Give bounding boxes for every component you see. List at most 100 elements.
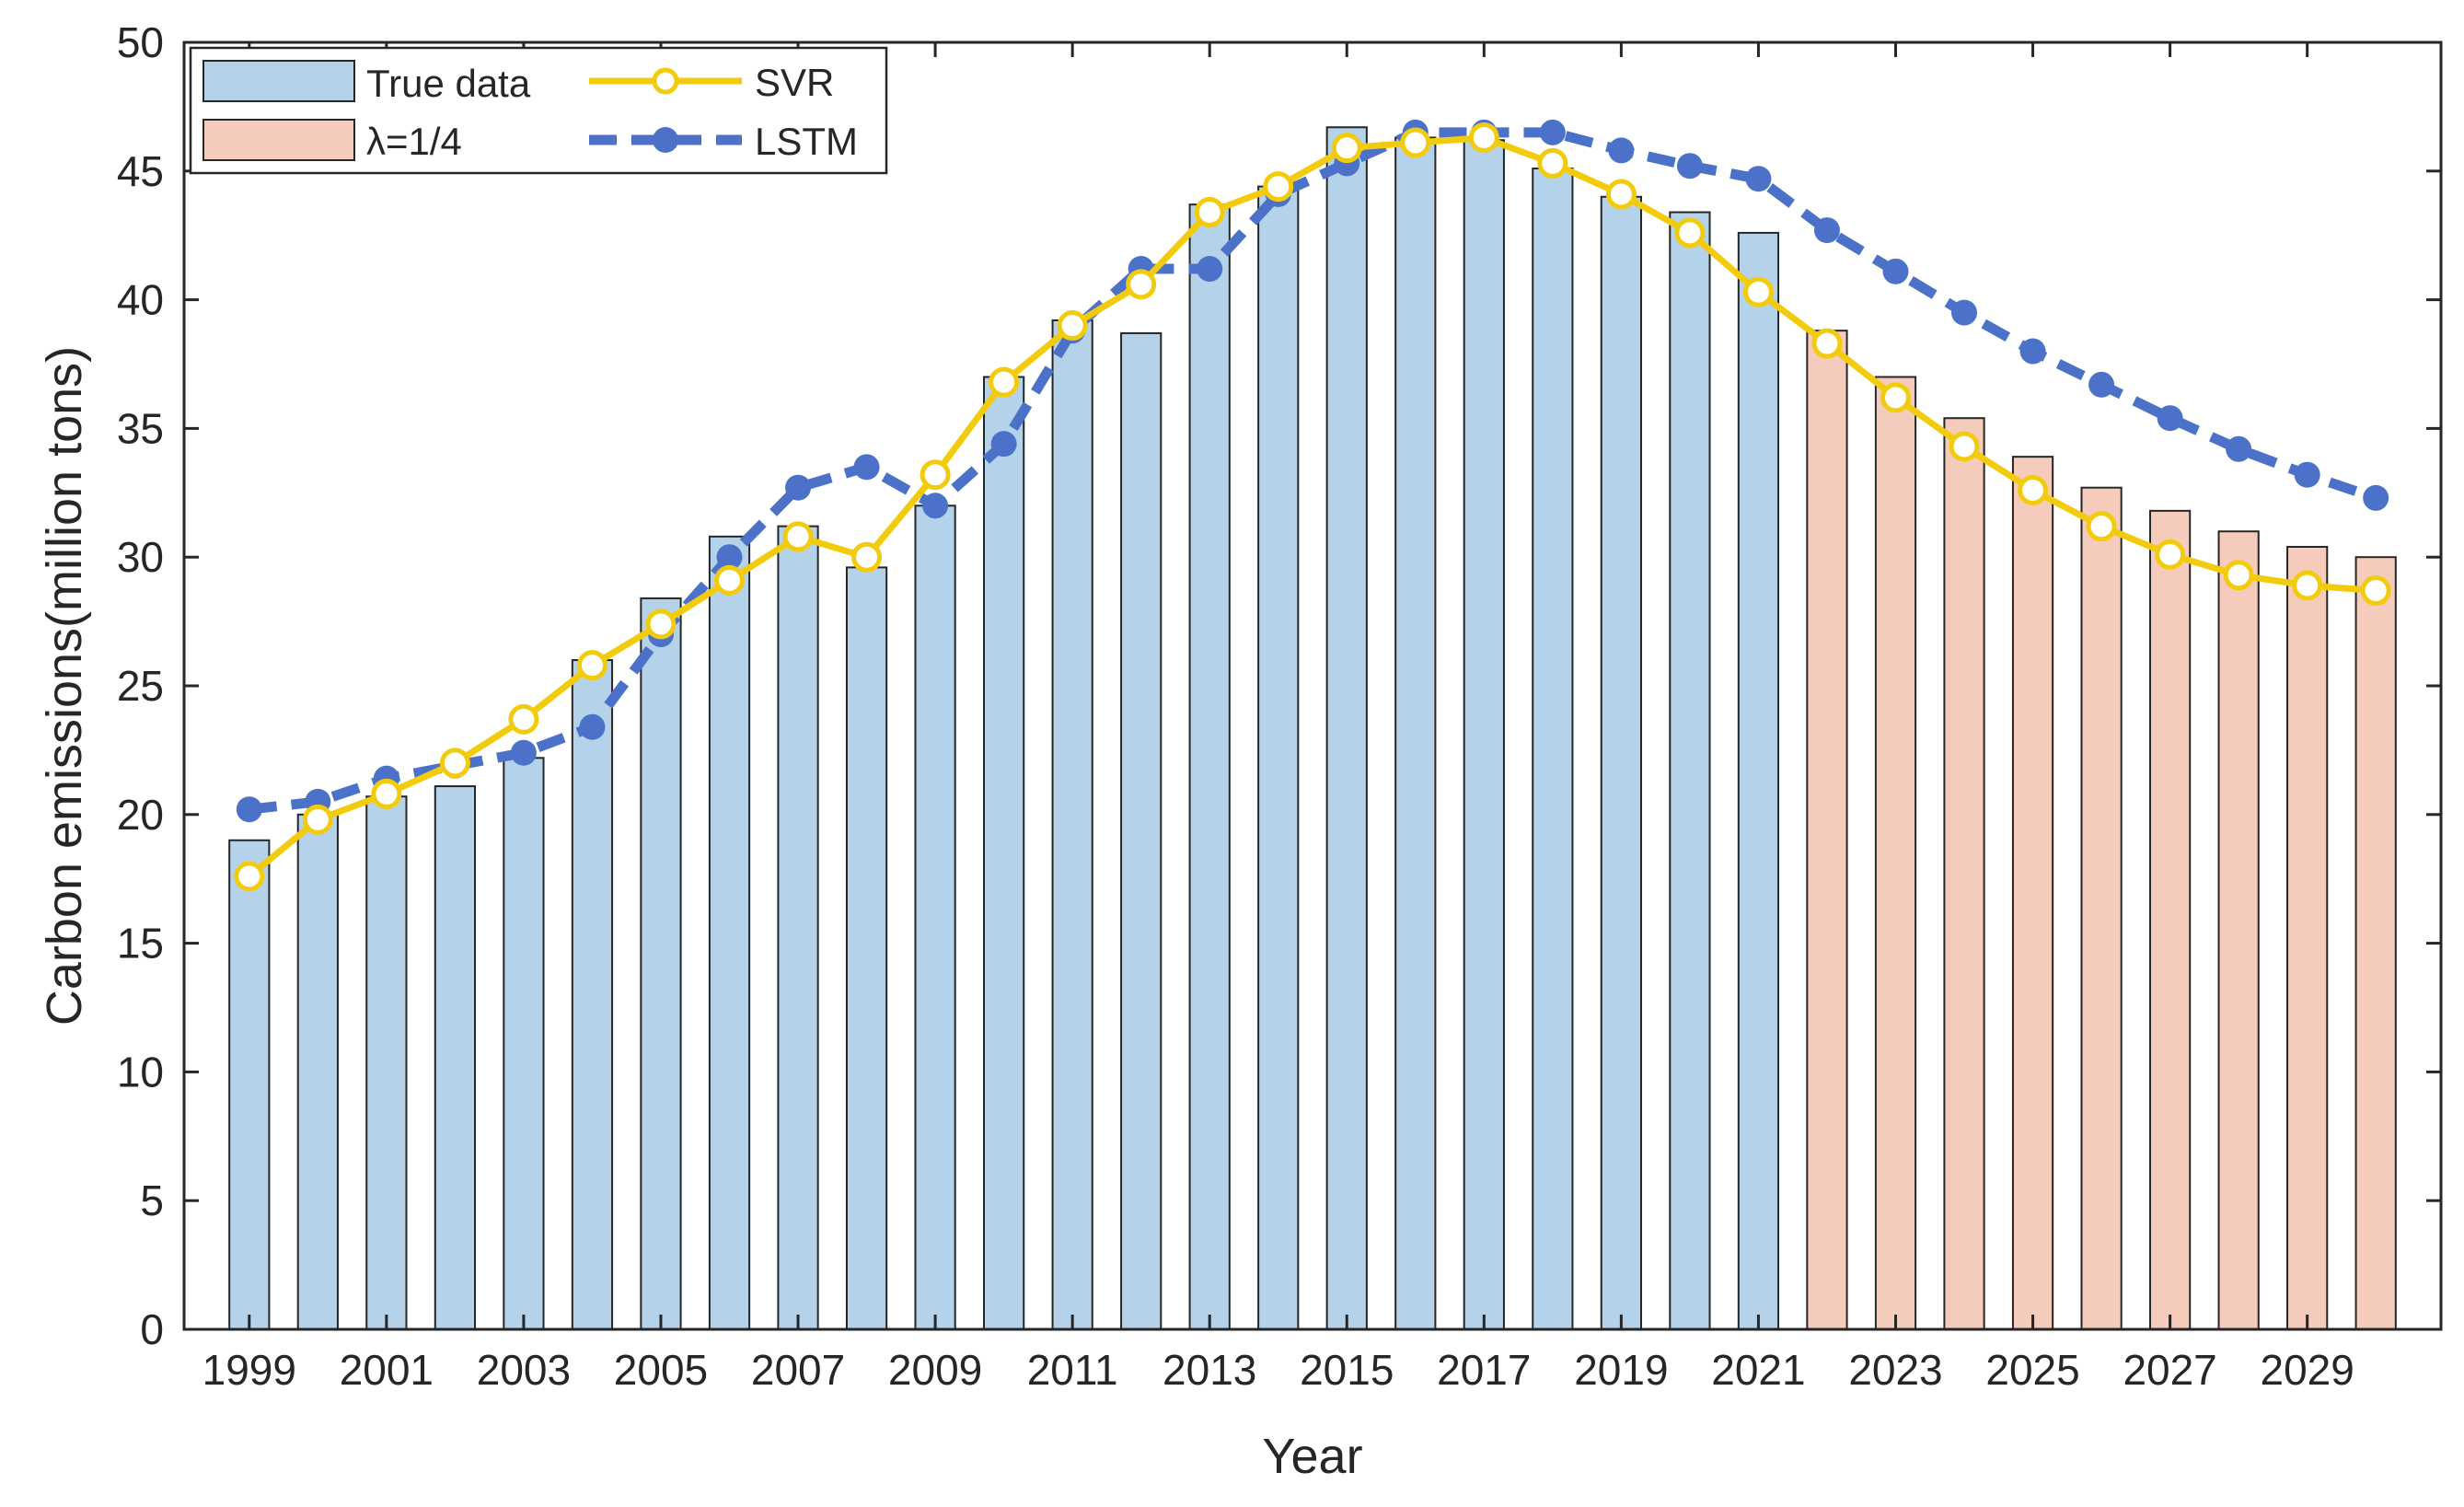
x-tick-label: 2015 bbox=[1300, 1346, 1394, 1394]
x-tick-label: 2021 bbox=[1711, 1346, 1805, 1394]
bar-true-data-2016 bbox=[1394, 136, 1437, 1330]
point-svr-2017 bbox=[1468, 122, 1499, 153]
point-svr-2012 bbox=[1126, 269, 1157, 300]
y-tick-label: 0 bbox=[140, 1305, 164, 1353]
point-lstm-1999 bbox=[236, 796, 262, 823]
bar-true-data-2012 bbox=[1120, 331, 1163, 1330]
point-svr-2019 bbox=[1605, 179, 1637, 210]
x-tick-label: 2001 bbox=[340, 1346, 434, 1394]
point-svr-2007 bbox=[782, 521, 814, 552]
x-tick-label: 2005 bbox=[614, 1346, 708, 1394]
y-tick-label: 40 bbox=[117, 276, 164, 324]
y-axis-label: Carbon emissions(million tons) bbox=[37, 346, 92, 1026]
x-tick-label: 2013 bbox=[1163, 1346, 1256, 1394]
x-tick-label: 2007 bbox=[751, 1346, 845, 1394]
point-lstm-2020 bbox=[1676, 153, 1703, 180]
y-tick-label: 10 bbox=[117, 1048, 164, 1095]
legend-swatch-lambda bbox=[202, 119, 355, 161]
bar-lambda-2027 bbox=[2148, 509, 2192, 1330]
bar-true-data-2004 bbox=[571, 659, 614, 1330]
point-lstm-2022 bbox=[1813, 217, 1840, 244]
point-svr-2011 bbox=[1057, 310, 1088, 342]
bar-lambda-2024 bbox=[1943, 417, 1985, 1330]
series-line-svr bbox=[246, 134, 2379, 880]
x-tick-label: 2003 bbox=[477, 1346, 571, 1394]
bar-true-data-2011 bbox=[1051, 319, 1093, 1330]
x-tick-label: 2029 bbox=[2260, 1346, 2354, 1394]
bar-lambda-2028 bbox=[2217, 530, 2260, 1330]
point-svr-2003 bbox=[508, 703, 539, 735]
point-lstm-2004 bbox=[579, 713, 606, 740]
point-lstm-2003 bbox=[510, 739, 537, 766]
bar-true-data-2015 bbox=[1325, 126, 1368, 1331]
bar-true-data-2005 bbox=[640, 597, 682, 1330]
legend-label-lstm: LSTM bbox=[755, 120, 858, 163]
point-lstm-2029 bbox=[2294, 461, 2320, 488]
point-svr-2029 bbox=[2292, 570, 2323, 601]
bar-lambda-2022 bbox=[1806, 330, 1848, 1331]
point-lstm-2018 bbox=[1539, 119, 1566, 145]
point-lstm-2019 bbox=[1608, 137, 1635, 164]
legend-swatch-true-data bbox=[202, 60, 355, 102]
point-svr-2024 bbox=[1949, 431, 1980, 462]
point-lstm-2025 bbox=[2019, 338, 2046, 365]
legend-marker-lstm bbox=[653, 127, 678, 153]
point-svr-2001 bbox=[371, 778, 402, 809]
point-lstm-2006 bbox=[716, 544, 743, 571]
point-svr-2013 bbox=[1194, 197, 1225, 228]
point-svr-2004 bbox=[576, 650, 607, 681]
point-svr-2008 bbox=[851, 541, 883, 573]
y-tick-label: 15 bbox=[117, 920, 164, 968]
x-tick-label: 2023 bbox=[1848, 1346, 1942, 1394]
bar-true-data-2008 bbox=[845, 566, 888, 1330]
y-tick-label: 20 bbox=[117, 791, 164, 839]
bar-true-data-2009 bbox=[914, 504, 956, 1330]
point-lstm-2008 bbox=[853, 454, 880, 481]
point-svr-1999 bbox=[234, 861, 265, 892]
bar-true-data-2006 bbox=[708, 535, 751, 1330]
point-lstm-2007 bbox=[785, 474, 812, 501]
point-lstm-2023 bbox=[1882, 258, 1909, 284]
point-svr-2025 bbox=[2018, 475, 2049, 506]
y-tick-label: 50 bbox=[117, 18, 164, 66]
x-tick-label: 2011 bbox=[1027, 1346, 1118, 1394]
y-tick-label: 5 bbox=[140, 1177, 164, 1224]
bar-lambda-2030 bbox=[2354, 556, 2397, 1330]
point-svr-2021 bbox=[1742, 276, 1774, 307]
bar-true-data-2003 bbox=[503, 757, 545, 1330]
point-svr-2002 bbox=[439, 748, 470, 779]
x-tick-label: 2019 bbox=[1574, 1346, 1668, 1394]
bar-true-data-2014 bbox=[1257, 185, 1300, 1330]
bar-true-data-2018 bbox=[1532, 168, 1574, 1330]
series-line-lstm bbox=[249, 127, 2377, 815]
point-svr-2009 bbox=[920, 459, 951, 491]
point-lstm-2024 bbox=[1951, 299, 1978, 326]
bar-true-data-2000 bbox=[296, 813, 339, 1330]
x-tick-label: 2009 bbox=[888, 1346, 982, 1394]
x-tick-label: 2027 bbox=[2123, 1346, 2216, 1394]
legend-label-true-data: True data bbox=[366, 62, 531, 105]
point-lstm-2028 bbox=[2226, 435, 2252, 462]
point-svr-2010 bbox=[989, 366, 1020, 398]
point-svr-2027 bbox=[2155, 539, 2186, 570]
point-svr-2005 bbox=[645, 609, 677, 640]
bar-true-data-2020 bbox=[1669, 211, 1711, 1330]
lines-layer bbox=[234, 119, 2391, 892]
bar-lambda-2025 bbox=[2011, 456, 2054, 1330]
legend-label-lambda: λ=1/4 bbox=[366, 120, 462, 163]
bar-true-data-2021 bbox=[1737, 231, 1780, 1330]
bar-true-data-2013 bbox=[1188, 203, 1231, 1331]
y-tick-label: 45 bbox=[117, 147, 164, 195]
bar-lambda-2023 bbox=[1874, 376, 1917, 1331]
point-lstm-2026 bbox=[2088, 371, 2115, 398]
bar-lambda-2026 bbox=[2080, 486, 2123, 1330]
bar-true-data-2002 bbox=[434, 785, 477, 1330]
x-tick-label: 2017 bbox=[1437, 1346, 1531, 1394]
legend: True data λ=1/4 SVR LSTM bbox=[189, 46, 888, 175]
point-svr-2028 bbox=[2223, 560, 2254, 591]
x-tick-label: 2025 bbox=[1985, 1346, 2079, 1394]
legend-marker-svr bbox=[652, 67, 679, 95]
point-lstm-2027 bbox=[2157, 405, 2183, 432]
point-lstm-2021 bbox=[1745, 166, 1772, 192]
